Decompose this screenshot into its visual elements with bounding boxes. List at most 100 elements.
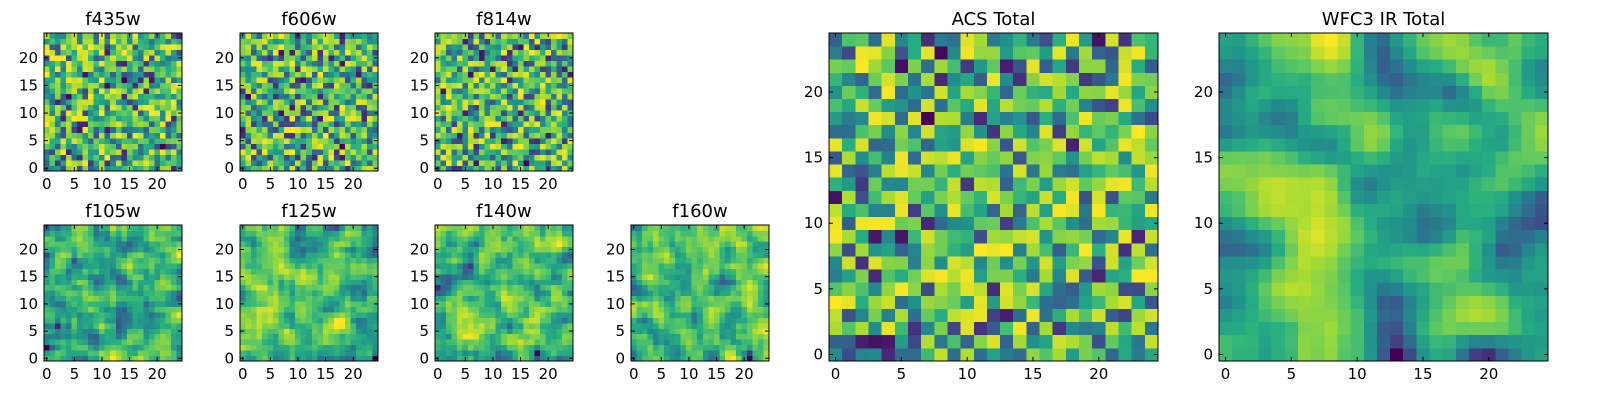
heatmap-cell: [126, 143, 133, 150]
heatmap-cell: [300, 328, 307, 335]
heatmap-cell: [894, 216, 909, 231]
heatmap-cell: [372, 322, 379, 329]
heatmap-cell: [71, 306, 78, 313]
heatmap-cell: [165, 344, 172, 351]
heatmap-cell: [317, 284, 324, 291]
heatmap-cell: [1105, 256, 1119, 270]
heatmap-cell: [361, 126, 368, 133]
heatmap-cell: [653, 241, 659, 248]
heatmap-cell: [322, 143, 329, 150]
heatmap-cell: [55, 344, 61, 351]
heatmap-cell: [1079, 229, 1093, 244]
heatmap-cell: [534, 110, 541, 117]
heatmap-cell: [372, 241, 379, 248]
heatmap-cell: [372, 268, 379, 275]
heatmap-cell: [170, 225, 177, 231]
heatmap-cell: [868, 242, 883, 257]
heatmap-cell: [148, 246, 155, 253]
heatmap-cell: [143, 257, 150, 264]
heatmap-cell: [545, 60, 552, 67]
heatmap-cell: [934, 151, 948, 165]
heatmap-cell: [55, 159, 61, 166]
heatmap-cell: [93, 312, 100, 318]
heatmap-cell: [267, 71, 274, 78]
heatmap-cell: [99, 339, 106, 346]
heatmap-cell: [88, 322, 95, 329]
heatmap-cell: [148, 77, 155, 84]
heatmap-cell: [170, 154, 177, 161]
heatmap-cell: [534, 235, 541, 242]
heatmap-cell: [267, 339, 274, 346]
heatmap-cell: [561, 312, 568, 318]
heatmap-cell: [724, 306, 731, 313]
heatmap-cell: [60, 317, 67, 324]
heatmap-cell: [60, 55, 67, 61]
heatmap-cell: [60, 312, 67, 318]
heatmap-cell: [440, 71, 447, 78]
heatmap-cell: [251, 49, 257, 56]
heatmap-cell: [495, 257, 502, 264]
heatmap-cell: [262, 225, 268, 231]
heatmap-cell: [669, 241, 676, 248]
heatmap-cell: [104, 328, 111, 335]
heatmap-cell: [757, 355, 764, 362]
heatmap-cell: [372, 99, 379, 106]
heatmap-cell: [350, 306, 357, 313]
heatmap-cell: [545, 317, 552, 324]
heatmap-cell: [355, 235, 362, 242]
heatmap-cell: [99, 322, 106, 329]
heatmap-cell: [550, 344, 557, 351]
heatmap-cell: [1052, 242, 1067, 257]
heatmap-cell: [333, 328, 340, 335]
heatmap-cell: [512, 88, 519, 95]
heatmap-cell: [653, 295, 659, 302]
heatmap-cell: [88, 33, 95, 39]
heatmap-cell: [295, 154, 302, 161]
heatmap-cell: [669, 344, 676, 351]
heatmap-cell: [126, 279, 133, 286]
heatmap-cell: [1118, 334, 1133, 349]
heatmap-cell: [636, 273, 643, 280]
heatmap-cell: [322, 301, 329, 307]
heatmap-cell: [88, 104, 95, 111]
heatmap-cell: [512, 82, 519, 89]
heatmap-cell: [328, 350, 335, 356]
heatmap-cell: [121, 339, 128, 346]
heatmap-cell: [256, 241, 263, 248]
heatmap-cell: [829, 190, 843, 204]
heatmap-cell: [104, 93, 111, 100]
heatmap-cell: [137, 137, 144, 144]
heatmap-cell: [170, 148, 177, 155]
heatmap-cell: [446, 38, 452, 45]
heatmap-cell: [361, 301, 368, 307]
heatmap-cell: [333, 99, 340, 106]
heatmap-cell: [322, 339, 329, 346]
heatmap-cell: [664, 279, 671, 286]
heatmap-cell: [675, 328, 682, 335]
heatmap-cell: [719, 312, 726, 318]
heatmap-cell: [484, 268, 491, 275]
heatmap-cell: [473, 165, 480, 172]
heatmap-cell: [567, 268, 574, 275]
heatmap-cell: [735, 295, 742, 302]
heatmap-cell: [702, 355, 709, 362]
heatmap-cell: [647, 225, 654, 231]
heatmap-cell: [539, 33, 546, 39]
heatmap-cell: [60, 66, 67, 73]
heatmap-cell: [339, 246, 346, 253]
heatmap-cell: [355, 49, 362, 56]
heatmap-cell: [506, 71, 513, 78]
heatmap-cell: [66, 246, 72, 253]
heatmap-cell: [561, 306, 568, 313]
heatmap-cell: [713, 263, 720, 269]
heatmap-cell: [273, 33, 280, 39]
heatmap-cell: [165, 143, 172, 150]
heatmap-cell: [479, 306, 486, 313]
heatmap-cell: [77, 137, 84, 144]
heatmap-cell: [702, 263, 709, 269]
heatmap-cell: [289, 148, 296, 155]
heatmap-cell: [93, 71, 100, 78]
heatmap-cell: [289, 339, 296, 346]
x-tick-label: 0: [629, 365, 639, 383]
